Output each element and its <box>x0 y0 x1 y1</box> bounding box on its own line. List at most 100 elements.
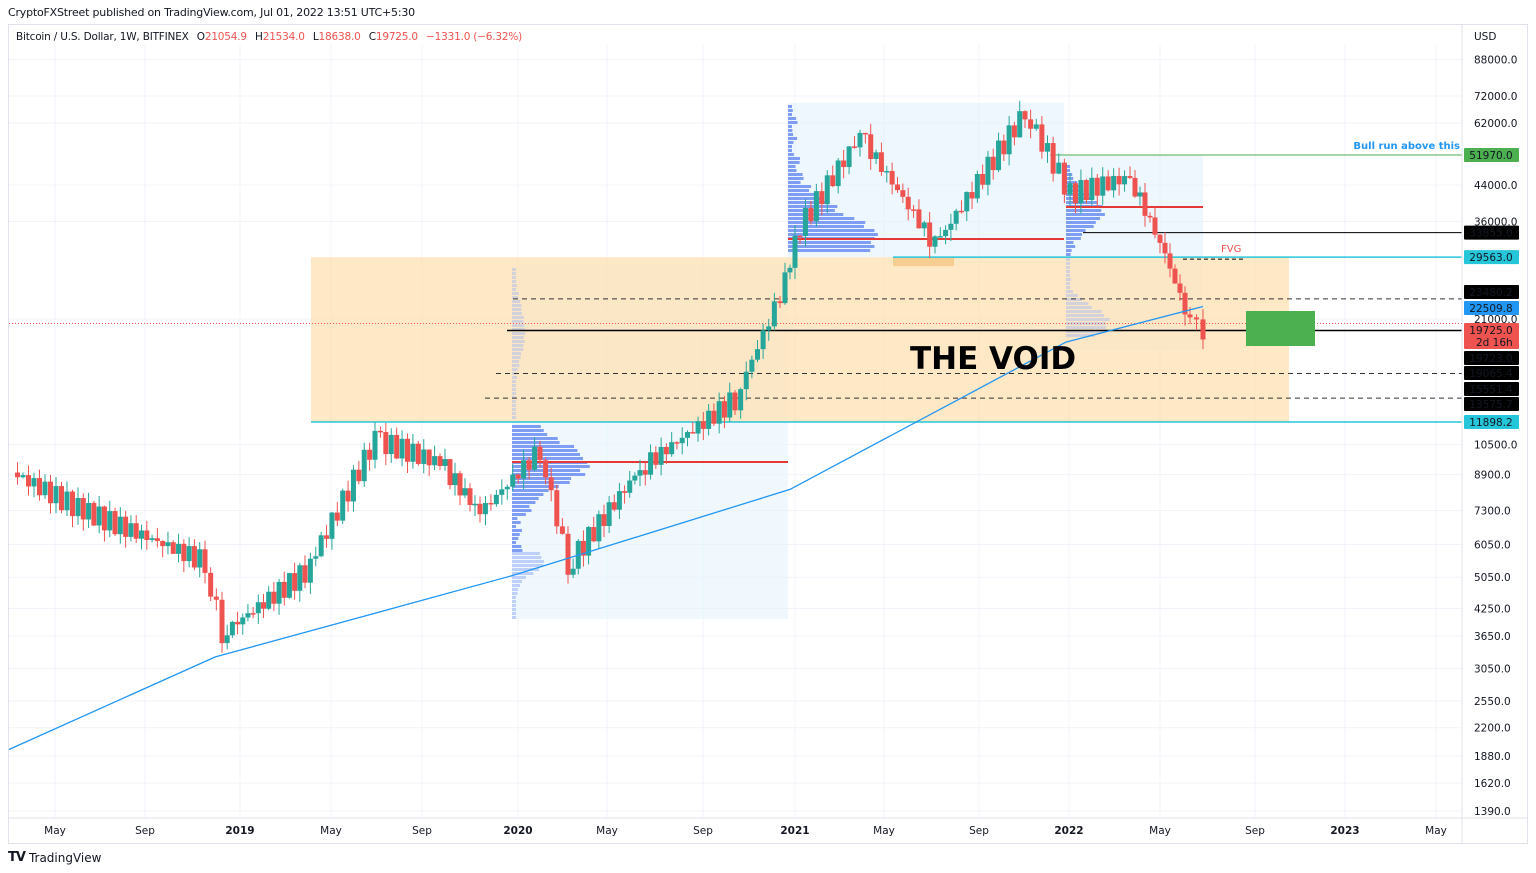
price-axis-tick: 1620.0 <box>1474 778 1511 790</box>
volume-profile-bar <box>512 388 516 391</box>
candle-body <box>664 447 669 454</box>
volume-profile-bar <box>512 497 539 500</box>
candle-body <box>1023 111 1028 119</box>
candle-body <box>1073 183 1078 203</box>
candle-body <box>852 146 857 148</box>
candle-body <box>1045 143 1050 152</box>
candle-body <box>819 191 824 204</box>
volume-profile-bar <box>512 376 517 379</box>
close-value: 19725.0 <box>376 31 418 43</box>
candle-body <box>596 514 601 541</box>
candle-body <box>1089 178 1094 200</box>
candle-body <box>1117 176 1122 184</box>
price-label-text: 29563.0 <box>1469 252 1512 264</box>
price-axis-tick: 2550.0 <box>1474 696 1511 708</box>
candle-body <box>911 209 916 211</box>
candle-body <box>230 622 235 635</box>
volume-profile-bar <box>788 129 792 132</box>
volume-profile-bar <box>512 344 523 347</box>
price-label-text: 51970.0 <box>1469 150 1512 162</box>
candle-body <box>155 538 160 541</box>
candle-body <box>225 635 230 643</box>
candle-body <box>890 171 895 184</box>
candle-body <box>76 498 81 516</box>
volume-profile-bar <box>512 477 571 480</box>
change-value: −1331.0 (−6.32%) <box>426 31 522 43</box>
volume-profile-bar <box>512 584 520 587</box>
volume-profile-bar <box>512 592 517 595</box>
candle-body <box>980 174 985 185</box>
price-axis-tick: 88000.0 <box>1474 55 1517 67</box>
candle-body <box>181 544 186 561</box>
candle-body <box>478 504 483 514</box>
candle-body <box>21 475 26 477</box>
open-label: O <box>197 31 205 43</box>
price-label-text: 13575.7 <box>1469 399 1512 411</box>
volume-profile-bar <box>1066 241 1073 244</box>
time-axis-tick: May <box>1149 825 1171 837</box>
volume-profile-bar <box>512 612 516 615</box>
candle-body <box>1178 283 1183 292</box>
volume-profile-bar <box>1066 262 1070 265</box>
time-axis-tick: May <box>873 825 895 837</box>
volume-profile-bar <box>512 529 522 532</box>
volume-profile-bar <box>512 425 541 428</box>
volume-profile-bar <box>788 133 793 136</box>
volume-profile-bar <box>1066 306 1092 309</box>
price-chart[interactable]: THE VOIDFVGBull run above thisUSD88000.0… <box>0 0 1536 873</box>
candle-body <box>1106 176 1111 190</box>
volume-profile-bar <box>512 441 560 444</box>
candle-body <box>933 236 938 246</box>
target-box <box>1246 311 1315 346</box>
price-axis-tick: 7300.0 <box>1474 505 1511 517</box>
volume-profile-bar <box>512 356 521 359</box>
volume-profile-bar <box>1066 282 1070 285</box>
candle-body <box>674 442 679 444</box>
candle-body <box>798 236 803 238</box>
candle-body <box>297 565 302 591</box>
candle-body <box>113 511 118 534</box>
candle-body <box>15 473 20 478</box>
volume-profile-bar <box>788 249 870 252</box>
candle-body <box>938 236 943 238</box>
time-axis-tick: May <box>44 825 66 837</box>
candle-body <box>134 523 139 539</box>
candle-body <box>308 559 313 583</box>
price-axis-tick: 10500.0 <box>1474 440 1517 452</box>
candle-body <box>356 470 361 481</box>
candle-body <box>643 470 648 475</box>
volume-profile-bar <box>512 292 519 295</box>
volume-profile-bar <box>512 525 516 528</box>
candle-body <box>128 523 133 537</box>
open-value: 21054.9 <box>205 31 247 43</box>
candle-body <box>722 401 727 417</box>
volume-profile-bar <box>512 300 520 303</box>
candle-body <box>690 432 695 434</box>
candle-body <box>959 211 964 213</box>
price-axis-tick: 2200.0 <box>1474 723 1511 735</box>
volume-profile-bar <box>788 157 800 160</box>
volume-profile-bar <box>512 340 525 343</box>
candle-body <box>65 492 70 511</box>
candle-body <box>505 487 510 490</box>
candle-body <box>499 489 504 494</box>
price-label-text: 22509.8 <box>1469 303 1512 315</box>
candle-body <box>659 447 664 465</box>
volume-profile-bar <box>512 412 516 415</box>
void-zone <box>311 257 1289 422</box>
candle-body <box>1148 216 1153 218</box>
volume-profile-bar <box>512 433 547 436</box>
candle-body <box>410 444 415 462</box>
candle-body <box>1095 178 1100 196</box>
candle-body <box>858 133 863 147</box>
candle-body <box>1007 125 1012 154</box>
candle-body <box>1100 176 1105 195</box>
footer-branding[interactable]: TV TradingView <box>8 850 101 865</box>
candle-body <box>208 573 213 597</box>
price-axis-currency: USD <box>1474 31 1496 43</box>
volume-profile-bar <box>512 541 516 544</box>
tradingview-logo-icon: TV <box>8 850 25 865</box>
time-axis-tick: Sep <box>135 825 155 837</box>
volume-profile-bar <box>1066 213 1105 216</box>
candle-body <box>367 450 372 460</box>
